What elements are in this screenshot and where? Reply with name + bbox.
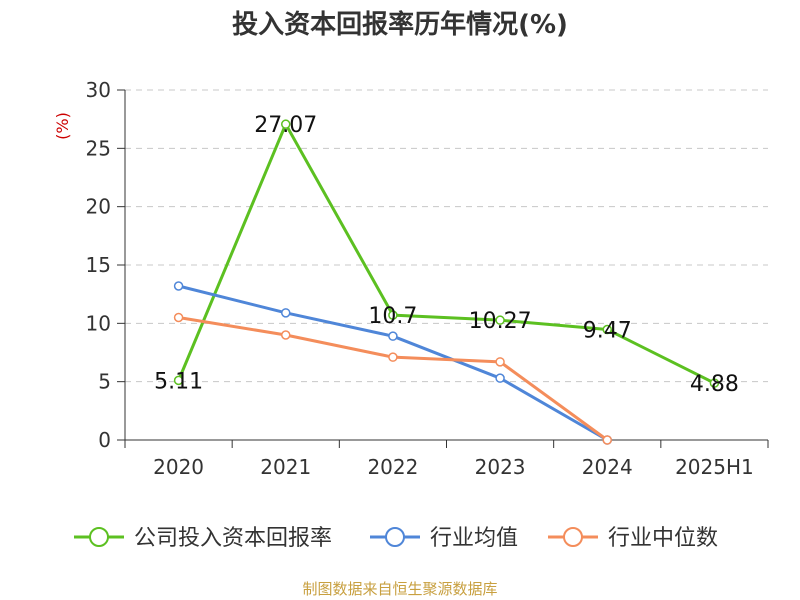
data-label: 10.27 bbox=[469, 309, 532, 334]
legend-swatch-marker[interactable] bbox=[563, 527, 583, 547]
data-point bbox=[173, 375, 184, 386]
x-tick-label: 2023 bbox=[475, 455, 526, 479]
y-tick-label: 0 bbox=[98, 428, 111, 452]
data-label: 27.07 bbox=[254, 113, 317, 138]
data-label: 10.7 bbox=[368, 304, 417, 329]
data-point bbox=[388, 331, 398, 341]
y-tick-label: 30 bbox=[86, 78, 111, 102]
data-point bbox=[388, 310, 398, 320]
x-tick-label: 2021 bbox=[260, 455, 311, 479]
legend-swatch-marker[interactable] bbox=[385, 527, 405, 547]
series-lines bbox=[173, 119, 720, 445]
legend-swatch-marker[interactable] bbox=[89, 527, 109, 547]
legend-label[interactable]: 行业均值 bbox=[430, 526, 518, 551]
x-tick-label: 2022 bbox=[367, 455, 418, 479]
y-tick-label: 15 bbox=[86, 253, 111, 277]
x-tick-label: 2020 bbox=[153, 455, 204, 479]
legend-label[interactable]: 公司投入资本回报率 bbox=[134, 526, 332, 551]
x-tick-label: 2025H1 bbox=[675, 455, 754, 479]
data-point bbox=[281, 308, 291, 318]
legend-label[interactable]: 行业中位数 bbox=[608, 526, 718, 551]
data-point bbox=[173, 312, 184, 323]
axes: 0 5 10 15 20 25 30 (%) 2020 2021 2022 2023 2024 2025H… bbox=[53, 78, 769, 479]
data-point bbox=[602, 324, 612, 335]
chart-title: 投入资本回报率历年情况(%) bbox=[232, 10, 568, 40]
gridlines bbox=[125, 89, 768, 383]
y-tick-label: 25 bbox=[86, 136, 111, 160]
data-label: 5.11 bbox=[154, 369, 203, 394]
data-point bbox=[388, 352, 398, 362]
source-note: 制图数据来自恒生聚源数据库 bbox=[302, 580, 498, 598]
legend[interactable]: 公司投入资本回报率 行业均值 行业中位数 bbox=[74, 526, 718, 551]
data-point bbox=[709, 378, 720, 388]
data-point bbox=[495, 315, 505, 325]
y-tick-label: 20 bbox=[86, 195, 111, 219]
data-label: 9.47 bbox=[583, 319, 632, 344]
data-labels: 5.11 27.07 10.7 10.27 9.47 4.88 bbox=[154, 113, 739, 397]
y-tick-label: 10 bbox=[86, 311, 111, 335]
y-tick-label: 5 bbox=[98, 370, 111, 394]
series-line bbox=[177, 122, 716, 385]
data-point bbox=[495, 373, 505, 383]
data-point bbox=[602, 435, 612, 445]
data-point bbox=[495, 357, 505, 367]
data-point bbox=[281, 330, 291, 340]
data-point bbox=[173, 281, 184, 291]
data-point bbox=[281, 119, 291, 129]
data-label: 4.88 bbox=[690, 372, 739, 397]
y-axis-unit-label: (%) bbox=[53, 112, 72, 140]
x-tick-label: 2024 bbox=[582, 455, 633, 479]
